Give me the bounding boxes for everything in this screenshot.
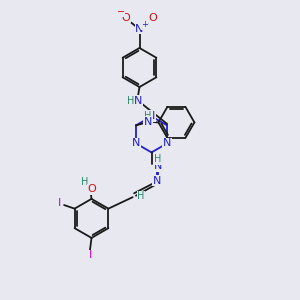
Text: N: N (132, 138, 140, 148)
Text: H: H (81, 177, 88, 188)
Text: N: N (134, 96, 142, 106)
Text: −: − (117, 7, 125, 17)
Text: H: H (144, 111, 152, 121)
Text: N: N (147, 111, 156, 122)
Text: +: + (141, 20, 148, 29)
Text: N: N (153, 176, 161, 186)
Text: O: O (148, 13, 158, 23)
Text: N: N (135, 23, 144, 34)
Text: O: O (87, 184, 96, 194)
Text: I: I (57, 198, 61, 208)
Text: N: N (154, 161, 162, 171)
Text: I: I (88, 250, 92, 260)
Text: N: N (163, 138, 171, 148)
Text: N: N (144, 117, 152, 127)
Text: H: H (154, 154, 162, 164)
Text: H: H (127, 96, 134, 106)
Text: O: O (122, 13, 130, 23)
Text: H: H (137, 191, 144, 201)
